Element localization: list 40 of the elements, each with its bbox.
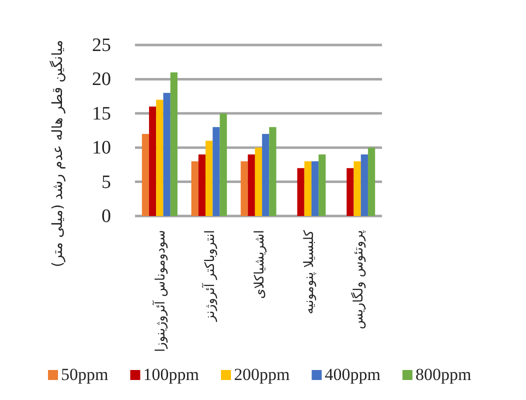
bar <box>248 154 255 216</box>
bar <box>198 154 206 216</box>
bar <box>346 168 354 216</box>
y-axis-title: میانگین قطر هاله عدم رشد (میلی متر) <box>49 40 66 268</box>
bar <box>304 161 312 216</box>
bar <box>149 106 156 216</box>
x-tick-label: سودوموناس آئروژینوزا <box>152 230 169 352</box>
legend-label: 50ppm <box>61 365 108 384</box>
bar <box>142 134 150 216</box>
bar <box>212 127 220 216</box>
bar <box>311 161 319 216</box>
bar <box>297 168 304 216</box>
bar <box>163 92 170 216</box>
y-tick-label: 0 <box>102 206 111 227</box>
bar <box>269 127 276 216</box>
y-tick-label: 5 <box>102 172 111 193</box>
x-tick-label: انتروباکتر آئروژنز <box>201 230 218 322</box>
legend-label: 400ppm <box>324 365 380 384</box>
y-tick-label: 20 <box>92 69 111 90</box>
bar <box>156 100 164 216</box>
y-tick-label: 15 <box>92 103 111 124</box>
bar <box>254 148 262 216</box>
x-tick-label: اشریشیاکلای <box>252 230 268 299</box>
y-tick-label: 10 <box>92 138 111 159</box>
bar <box>191 161 198 216</box>
legend-label: 200ppm <box>234 365 290 384</box>
x-tick-label: کلبسیلا پنومونیه <box>302 229 317 314</box>
bar <box>262 134 270 216</box>
bar <box>368 148 376 216</box>
bar <box>240 161 248 216</box>
bar <box>206 140 213 216</box>
bar <box>170 72 178 216</box>
bar <box>318 154 326 216</box>
bar <box>360 154 368 216</box>
bar <box>220 113 227 216</box>
bar <box>354 161 361 216</box>
legend-label: 800ppm <box>415 365 472 384</box>
y-tick-label: 25 <box>92 35 111 56</box>
legend-label: 100ppm <box>143 365 199 384</box>
x-tick-label: پروتئوس ولگاریس <box>350 230 366 330</box>
